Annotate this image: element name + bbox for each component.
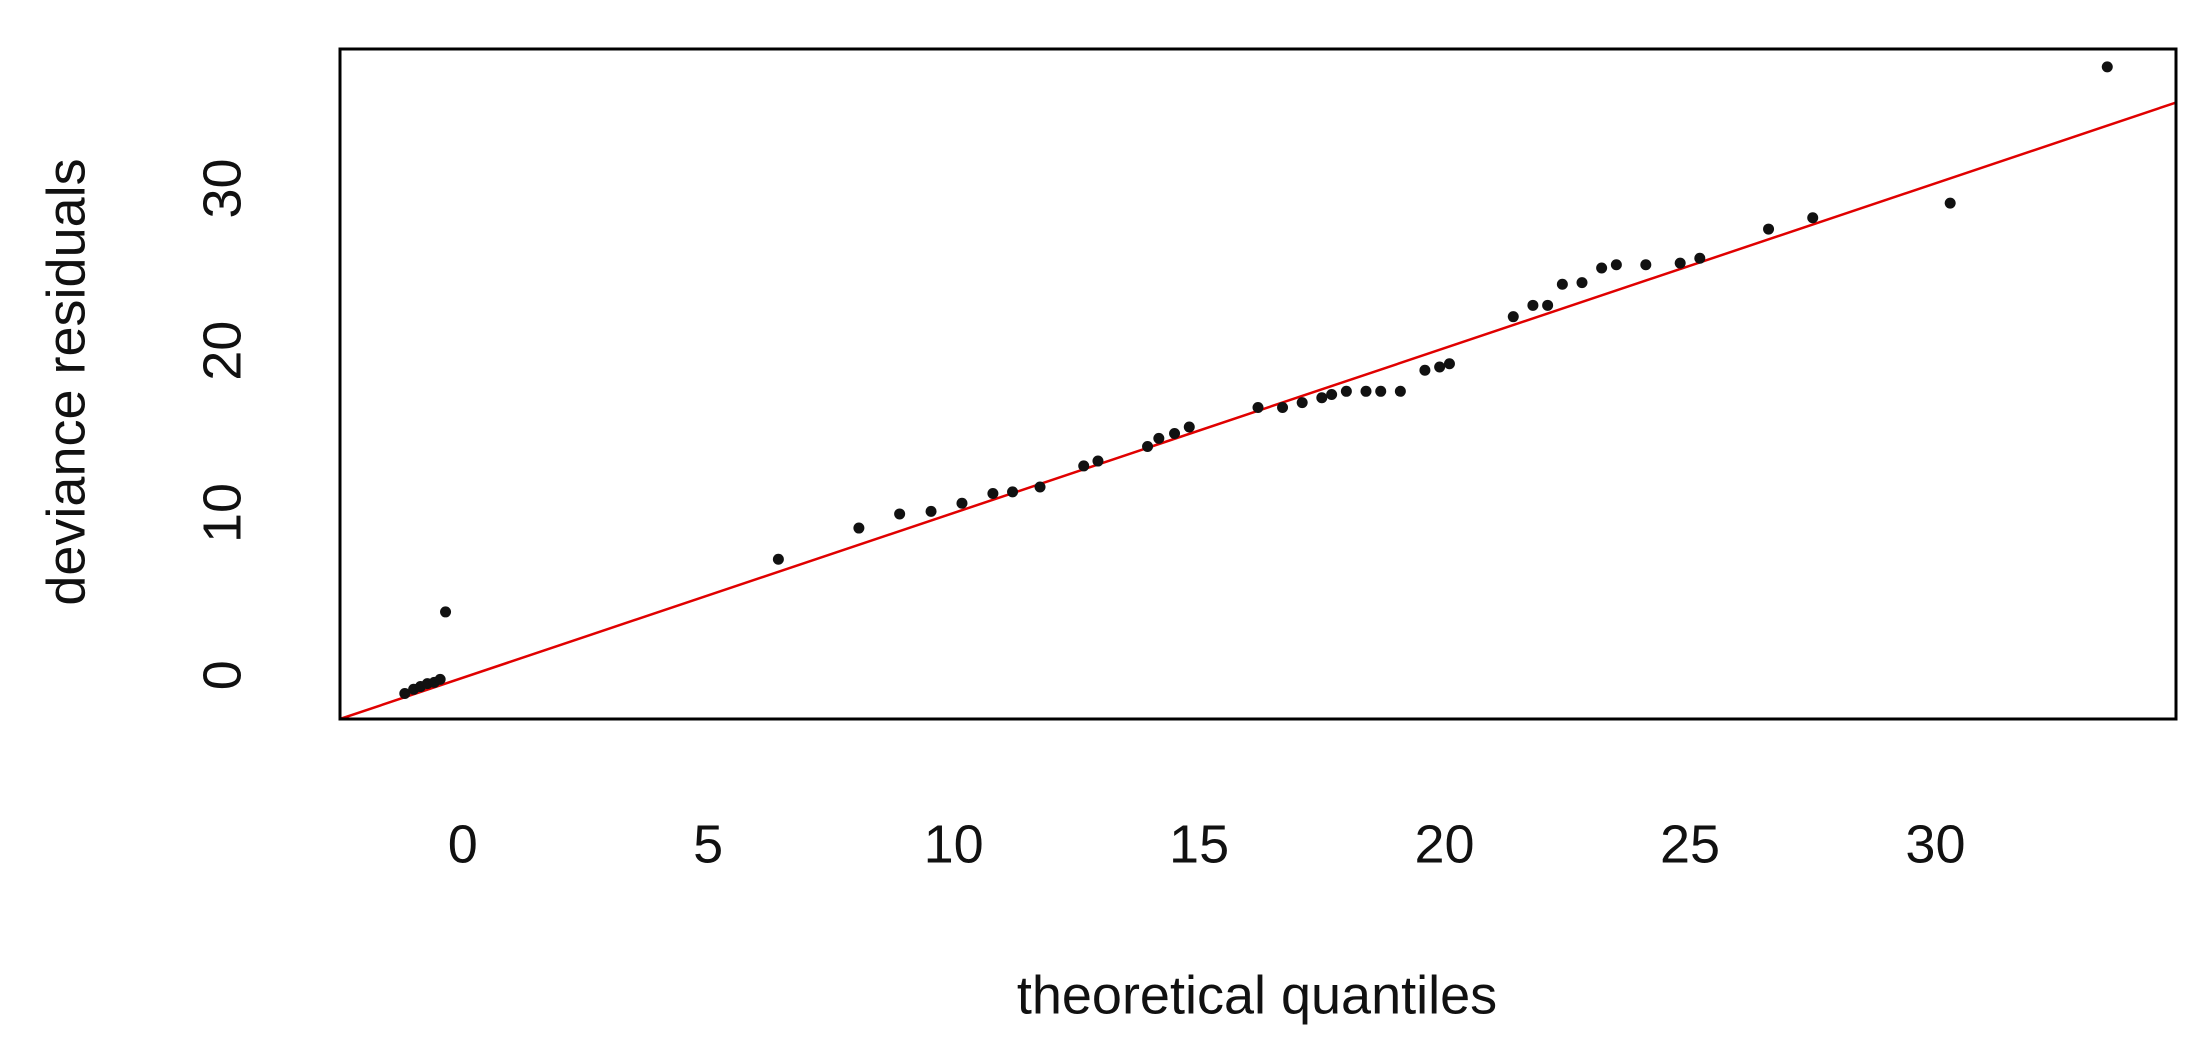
point bbox=[1340, 385, 1352, 397]
point bbox=[1576, 277, 1588, 289]
point bbox=[1360, 385, 1372, 397]
point bbox=[1640, 259, 1652, 271]
point bbox=[1556, 278, 1568, 290]
point bbox=[1007, 486, 1019, 498]
point bbox=[956, 497, 968, 509]
y-tick-label: 20 bbox=[192, 321, 252, 381]
point bbox=[1252, 402, 1264, 414]
point bbox=[1034, 481, 1046, 493]
point bbox=[1443, 358, 1455, 370]
point bbox=[1183, 421, 1195, 433]
point bbox=[1944, 197, 1956, 209]
x-tick-label: 5 bbox=[693, 814, 723, 874]
point bbox=[1419, 364, 1431, 376]
point bbox=[1326, 389, 1338, 401]
point bbox=[853, 522, 865, 534]
point bbox=[1610, 259, 1622, 271]
point bbox=[1434, 361, 1446, 373]
point bbox=[440, 606, 452, 618]
x-tick-label: 15 bbox=[1169, 814, 1229, 874]
x-tick-label: 30 bbox=[1905, 814, 1965, 874]
point bbox=[1078, 460, 1090, 472]
point bbox=[1394, 385, 1406, 397]
point bbox=[1542, 299, 1554, 311]
x-tick-label: 25 bbox=[1660, 814, 1720, 874]
point bbox=[1527, 299, 1539, 311]
point bbox=[1316, 392, 1328, 404]
point bbox=[399, 688, 411, 700]
point bbox=[434, 673, 446, 685]
x-axis-label: theoretical quantiles bbox=[1017, 965, 1497, 1025]
y-tick-label: 30 bbox=[192, 158, 252, 218]
point bbox=[1596, 262, 1608, 274]
x-tick-label: 20 bbox=[1415, 814, 1475, 874]
point bbox=[1807, 212, 1819, 224]
point bbox=[1153, 432, 1165, 444]
point bbox=[1674, 257, 1686, 269]
point bbox=[1763, 223, 1775, 235]
y-tick-label: 0 bbox=[192, 660, 252, 690]
x-tick-label: 10 bbox=[924, 814, 984, 874]
point bbox=[894, 508, 906, 520]
x-tick-label: 0 bbox=[448, 814, 478, 874]
point bbox=[1142, 440, 1154, 452]
point bbox=[925, 505, 937, 517]
y-axis-label: deviance residuals bbox=[36, 158, 96, 605]
point bbox=[1694, 252, 1706, 264]
point bbox=[1296, 397, 1308, 409]
point bbox=[1277, 402, 1289, 414]
point bbox=[1375, 385, 1387, 397]
point bbox=[987, 488, 999, 500]
point bbox=[1092, 455, 1104, 467]
point bbox=[772, 553, 784, 565]
plot-frame bbox=[338, 47, 2178, 721]
point bbox=[2101, 61, 2113, 73]
point bbox=[1169, 427, 1181, 439]
y-tick-label: 10 bbox=[192, 483, 252, 543]
point bbox=[1507, 311, 1519, 323]
